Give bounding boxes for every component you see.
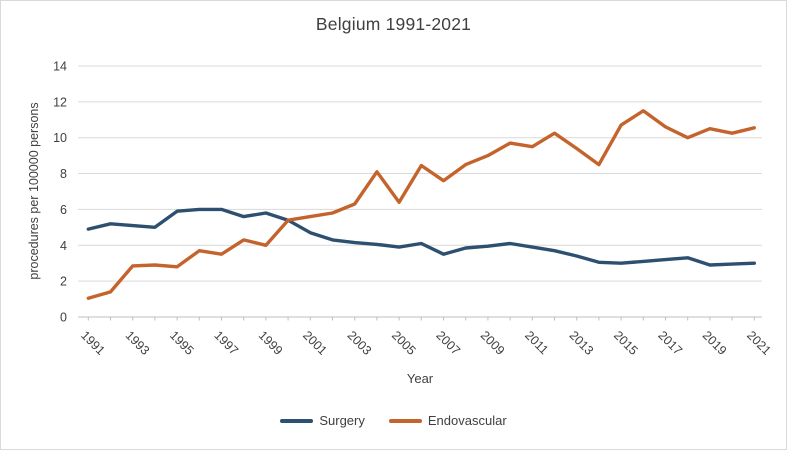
x-axis-title: Year	[406, 371, 434, 386]
legend-label-surgery: Surgery	[319, 413, 365, 428]
x-tick-label-2021: 2021	[744, 328, 774, 358]
y-tick-label-14: 14	[53, 59, 67, 73]
y-tick-label-4: 4	[60, 239, 67, 253]
x-tick-label-2001: 2001	[300, 328, 330, 358]
y-tick-label-10: 10	[53, 131, 67, 145]
x-tick-label-1997: 1997	[211, 328, 241, 358]
x-tick-label-2005: 2005	[389, 328, 419, 358]
x-tick-label-1999: 1999	[256, 328, 286, 358]
y-axis-title: procedures per 100000 persons	[27, 102, 41, 280]
x-tick-label-1995: 1995	[167, 328, 197, 358]
y-tick-label-2: 2	[60, 275, 67, 289]
y-tick-label-12: 12	[53, 95, 67, 109]
legend: Surgery Endovascular	[1, 413, 786, 428]
x-tick-label-2009: 2009	[478, 328, 508, 358]
series-line-endovascular	[86, 109, 756, 300]
y-tick-label-0: 0	[60, 311, 67, 325]
x-tick-label-2011: 2011	[522, 328, 551, 357]
series-line-surgery	[86, 207, 756, 267]
x-tick-label-2003: 2003	[345, 328, 375, 358]
legend-swatch-endovascular	[388, 418, 422, 423]
x-tick-label-2007: 2007	[433, 328, 463, 358]
x-tick-label-2019: 2019	[700, 328, 730, 358]
legend-item-endovascular: Endovascular	[388, 413, 507, 428]
x-tick-label-2015: 2015	[611, 328, 641, 358]
y-tick-label-6: 6	[60, 203, 67, 217]
x-tick-label-2013: 2013	[567, 328, 597, 358]
x-tick-label-1993: 1993	[123, 328, 153, 358]
legend-label-endovascular: Endovascular	[427, 413, 507, 428]
chart-title: Belgium 1991-2021	[315, 14, 472, 34]
y-tick-label-8: 8	[60, 167, 67, 181]
legend-item-surgery: Surgery	[280, 413, 365, 428]
x-tick-label-1991: 1991	[78, 328, 108, 358]
x-tick-label-2017: 2017	[655, 328, 685, 358]
legend-swatch-surgery	[280, 418, 314, 423]
